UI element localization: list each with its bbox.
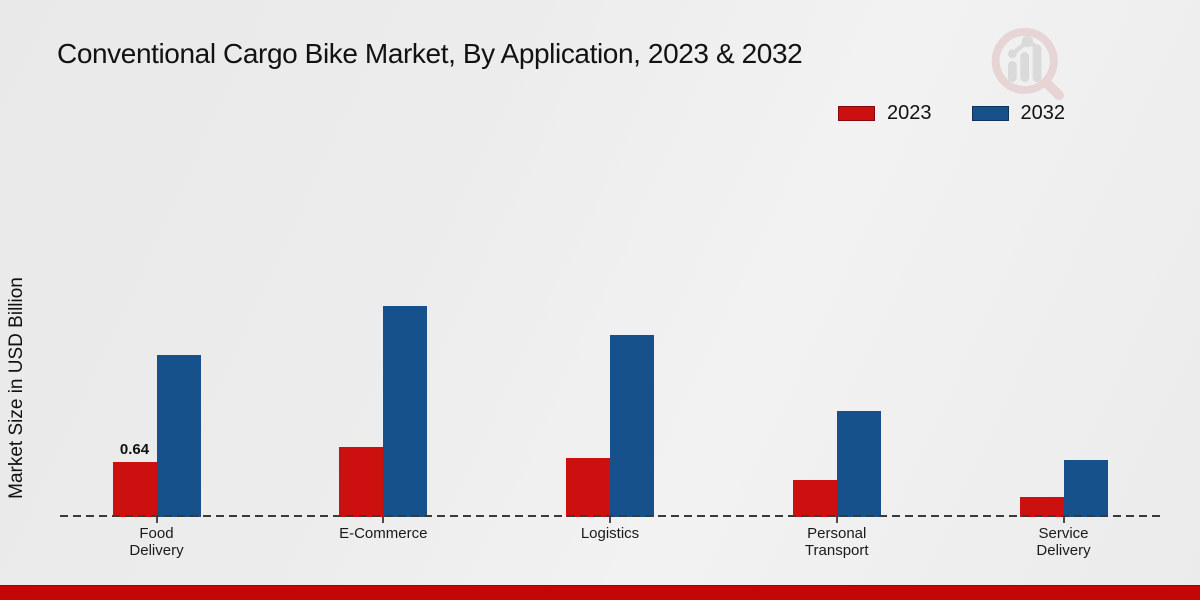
y-axis-label: Market Size in USD Billion: [6, 277, 27, 499]
x-label-personal-transport: Personal Transport: [804, 525, 869, 559]
bar-2023-service-delivery: [1019, 497, 1064, 517]
x-axis-baseline: [60, 515, 1162, 517]
bar-2032-personal-transport: [836, 411, 881, 517]
x-label-food-delivery: Food Delivery: [129, 525, 184, 559]
bar-2023-personal-transport: [792, 480, 837, 517]
x-label-service-delivery: Service Delivery: [1036, 525, 1091, 559]
bar-2032-service-delivery: [1063, 460, 1108, 517]
bar-2023-e-commerce: [339, 447, 384, 517]
x-label-e-commerce: E-Commerce: [339, 525, 428, 542]
value-label-2023-food-delivery: 0.64: [119, 441, 150, 458]
bar-2032-food-delivery: [156, 355, 201, 517]
x-tick-logistics: [609, 517, 611, 523]
x-tick-service-delivery: [1062, 517, 1065, 523]
legend-swatch-2023: [838, 106, 875, 121]
footer-accent-bar: [0, 585, 1200, 600]
x-tick-food-delivery: [155, 517, 158, 523]
bar-2023-logistics: [566, 458, 610, 517]
x-label-logistics: Logistics: [580, 525, 640, 542]
legend-swatch-2032: [971, 106, 1009, 121]
magnifier-bar-chart-logo-icon: [991, 27, 1064, 101]
legend: 2023 2032: [838, 102, 1065, 125]
legend-label-2032: 2032: [1020, 102, 1066, 124]
x-tick-e-commerce: [382, 517, 385, 523]
x-tick-personal-transport: [835, 517, 838, 523]
legend-item-2032: 2032: [971, 102, 1066, 125]
bar-2023-food-delivery: [112, 462, 157, 517]
bar-2032-e-commerce: [383, 306, 428, 517]
legend-label-2023: 2023: [887, 102, 932, 124]
chart-title: Conventional Cargo Bike Market, By Appli…: [57, 38, 803, 69]
bar-2032-logistics: [610, 335, 654, 517]
legend-item-2023: 2023: [838, 102, 932, 125]
